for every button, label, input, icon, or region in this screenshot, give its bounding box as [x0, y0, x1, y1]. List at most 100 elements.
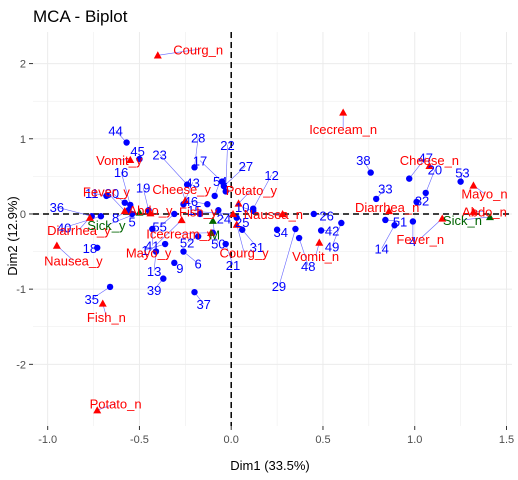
- individual-point: [220, 182, 228, 190]
- individual-connector: [331, 222, 342, 247]
- individual-point: [422, 189, 429, 197]
- variable-point: [469, 181, 478, 189]
- individual-label: 30: [105, 186, 119, 201]
- individual-label: 27: [239, 159, 253, 174]
- individual-point: [191, 164, 198, 171]
- x-tick-label: 1.0: [407, 434, 422, 446]
- individual-point: [123, 139, 130, 146]
- x-tick-label: 0.5: [315, 434, 330, 446]
- variable-point: [126, 155, 135, 164]
- y-axis-title: Dim2 (12.9%): [5, 196, 20, 275]
- individual-point: [310, 210, 317, 218]
- individual-point: [103, 192, 110, 200]
- variable-point: [469, 207, 478, 215]
- individual-label: 38: [356, 153, 370, 168]
- variable-label: Nausea_y: [44, 254, 103, 269]
- variable-label: Diarrhea_y: [47, 223, 111, 238]
- individual-label: 32: [415, 193, 429, 208]
- y-tick-label: 0: [20, 209, 26, 221]
- supplementary-point: [135, 208, 144, 216]
- individual-label: 14: [374, 242, 388, 257]
- individual-label: 25: [235, 215, 249, 230]
- individual-label: 13: [147, 264, 161, 279]
- individual-point: [183, 181, 191, 188]
- individual-connector: [381, 225, 395, 249]
- variable-label: Fish_n: [87, 310, 126, 325]
- variable-label: Fish_y: [179, 205, 218, 220]
- individual-point: [191, 288, 198, 296]
- individual-connector: [252, 174, 272, 209]
- individual-point: [136, 155, 143, 163]
- individual-point: [97, 213, 105, 220]
- individual-label: 10: [235, 200, 249, 215]
- variable-label: Icecream_n: [309, 122, 377, 137]
- individual-label: 17: [193, 154, 207, 169]
- variable-label: Courg_n: [173, 42, 223, 57]
- individual-label: 33: [378, 181, 392, 196]
- individual-point: [171, 210, 178, 218]
- x-tick-label: -1.0: [38, 434, 57, 446]
- variable-connector: [106, 191, 125, 212]
- individual-label: 9: [176, 261, 183, 276]
- individual-connector: [159, 213, 175, 227]
- individual-label: 20: [428, 163, 442, 178]
- chart-title: MCA - Biplot: [33, 7, 128, 26]
- variable-point: [85, 213, 94, 221]
- variable-point: [315, 238, 324, 246]
- variable-point: [229, 209, 238, 218]
- variable-label: Cheese_y: [152, 182, 211, 197]
- individual-label: 21: [226, 258, 240, 273]
- variable-label: Icecream_y: [146, 227, 214, 242]
- individual-point: [239, 226, 246, 233]
- individual-label: 8: [112, 211, 119, 226]
- individual-label: 55: [152, 220, 166, 235]
- individual-point: [194, 233, 202, 240]
- variable-connector: [179, 232, 212, 234]
- individual-connector: [225, 243, 234, 266]
- individual-label: 35: [84, 292, 98, 307]
- variable-point: [207, 228, 216, 236]
- individual-label: 36: [50, 200, 64, 215]
- individual-label: 41: [145, 239, 159, 254]
- individual-label: 53: [455, 166, 469, 181]
- x-axis-title: Dim1 (33.5%): [230, 458, 309, 473]
- individual-connector: [223, 165, 247, 187]
- y-tick-label: -2: [16, 359, 26, 371]
- variable-label: Potato_y: [226, 183, 278, 198]
- individual-point: [406, 175, 413, 182]
- individual-label: 26: [319, 208, 333, 223]
- variable-label: Abdo_y: [128, 203, 173, 218]
- individual-point: [457, 178, 464, 185]
- variable-label: Diarrhea_n: [355, 200, 419, 215]
- individual-label: 12: [264, 168, 278, 183]
- individual-label: 28: [191, 130, 205, 145]
- individual-point: [152, 248, 160, 255]
- variable-connector: [238, 189, 252, 204]
- individual-point: [413, 198, 420, 206]
- individual-point: [204, 200, 211, 208]
- individual-connector: [225, 144, 228, 192]
- individual-point: [94, 244, 101, 251]
- individual-connector: [144, 243, 166, 251]
- individual-point: [121, 199, 128, 206]
- individual-label: 50: [211, 236, 225, 251]
- variable-label: Courg_y: [219, 245, 269, 260]
- individual-label: 31: [250, 240, 264, 255]
- individual-point: [171, 259, 178, 267]
- variable-label: Mayo_y: [126, 245, 172, 260]
- variable-label: Potato_n: [90, 396, 142, 411]
- variable-label: Abdo_n: [462, 205, 507, 220]
- variable-point: [425, 161, 434, 170]
- individual-label: 43: [185, 175, 199, 190]
- individual-point: [196, 210, 204, 218]
- individual-connector: [425, 169, 436, 194]
- variable-connector: [148, 219, 182, 253]
- variable-label: Cheese_n: [400, 153, 459, 168]
- y-tick-label: -1: [16, 284, 26, 296]
- individual-label: 16: [114, 165, 128, 180]
- individual-label: 40: [57, 220, 71, 235]
- individual-point: [295, 234, 303, 242]
